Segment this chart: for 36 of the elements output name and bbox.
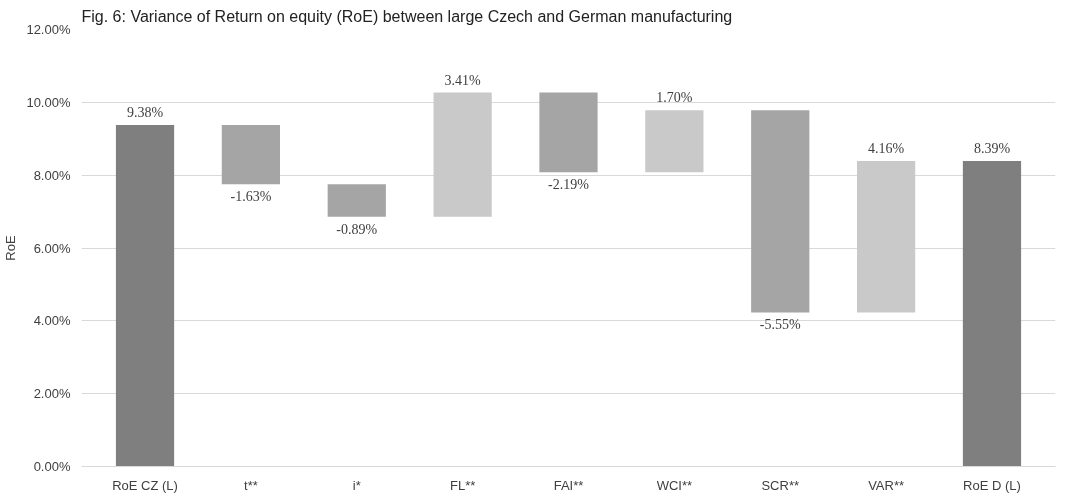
- y-tick-label: 10.00%: [26, 94, 71, 110]
- x-tick-label: t**: [244, 477, 258, 493]
- x-tick-label: i*: [352, 477, 361, 493]
- data-label: 8.39%: [973, 140, 1011, 156]
- y-tick-label: 2.00%: [33, 386, 71, 402]
- bar: [962, 160, 1022, 467]
- data-label: -5.55%: [759, 317, 801, 333]
- x-tick-label: RoE D (L): [963, 477, 1021, 493]
- y-axis-title: RoE: [3, 235, 19, 261]
- x-tick-label: VAR**: [868, 477, 905, 493]
- data-label: -1.63%: [230, 189, 272, 205]
- y-tick-label: 8.00%: [33, 167, 71, 183]
- data-label: 1.70%: [656, 90, 693, 106]
- chart-title: Fig. 6: Variance of Return on equity (RoE) between large Czech and German manufacturing: [81, 7, 733, 25]
- y-tick-label: 4.00%: [33, 313, 71, 329]
- bar: [115, 124, 175, 467]
- x-tick-label: FAI**: [553, 477, 584, 493]
- data-label: -0.89%: [336, 221, 378, 237]
- x-tick-label: SCR**: [761, 477, 800, 493]
- bar: [751, 110, 810, 313]
- y-tick-label: 0.00%: [33, 459, 71, 474]
- data-label: 3.41%: [444, 72, 482, 88]
- bar: [221, 124, 281, 185]
- bar: [539, 92, 598, 173]
- y-tick-label: 12.00%: [26, 22, 71, 37]
- data-label: -2.19%: [548, 177, 590, 193]
- x-tick-label: WCI**: [656, 477, 693, 493]
- x-tick-label: FL**: [449, 477, 476, 493]
- data-label: 4.16%: [868, 140, 905, 156]
- bar: [327, 184, 386, 217]
- data-label: 9.38%: [126, 104, 164, 120]
- bar: [645, 110, 704, 173]
- bar: [433, 92, 492, 217]
- bar: [856, 160, 916, 313]
- y-tick-label: 6.00%: [33, 240, 71, 256]
- x-tick-label: RoE CZ (L): [112, 477, 178, 493]
